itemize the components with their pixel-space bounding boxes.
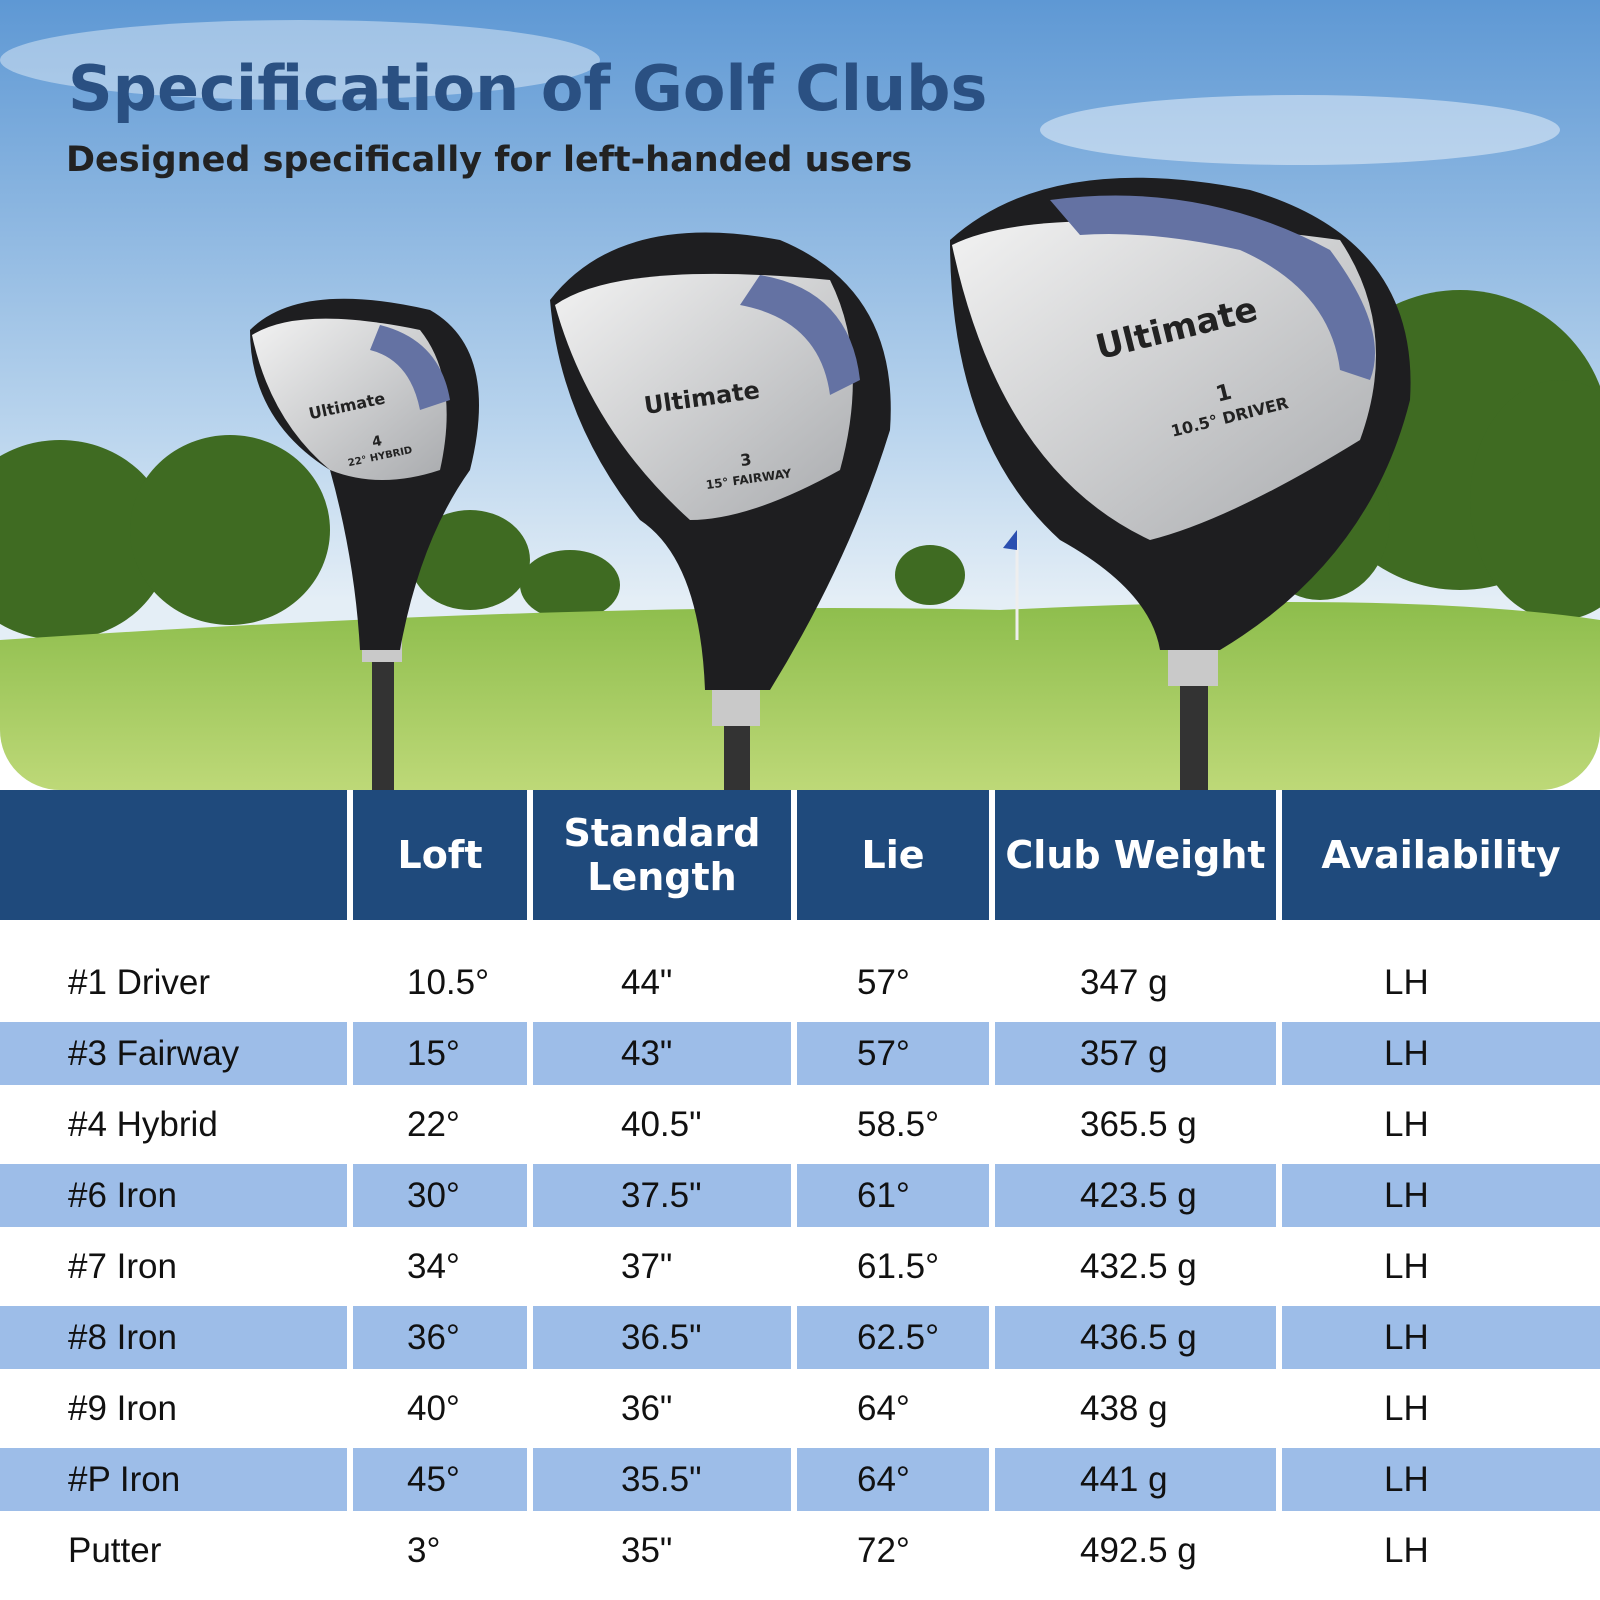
table-cell: 44" <box>621 962 673 1002</box>
table-cell: 61° <box>797 1164 989 1227</box>
table-row: Putter 3° 35" 72° 492.5 g LH <box>0 1515 1600 1586</box>
table-header: Loft Standard Length Lie Club Weight Availab… <box>0 790 1600 920</box>
subtitle: Designed specifically for left-handed us… <box>66 140 913 180</box>
table-cell: LH <box>1282 1306 1600 1369</box>
header-cell: Loft <box>353 790 527 920</box>
table-row: #8 Iron 36° 36.5" 62.5° 436.5 g LH <box>0 1302 1600 1373</box>
table-cell: 34° <box>407 1246 460 1286</box>
table-cell: #3 Fairway <box>0 1022 347 1085</box>
table-cell: 3° <box>407 1530 441 1570</box>
table-cell: 441 g <box>995 1448 1276 1511</box>
table-cell: 15° <box>353 1022 527 1085</box>
table-row: #4 Hybrid 22° 40.5" 58.5° 365.5 g LH <box>0 1089 1600 1160</box>
table-cell: 423.5 g <box>995 1164 1276 1227</box>
club-number: 4 <box>371 433 384 451</box>
table-cell: LH <box>1384 962 1429 1002</box>
table-cell: 438 g <box>1080 1388 1168 1428</box>
header-cell: Standard Length <box>533 790 791 920</box>
table-cell: 436.5 g <box>995 1306 1276 1369</box>
table-cell: 37" <box>621 1246 673 1286</box>
club-number: 3 <box>739 450 753 470</box>
table-cell: #8 Iron <box>0 1306 347 1369</box>
header-cell: Club Weight <box>995 790 1276 920</box>
hero-image: Ultimate 4 22° HYBRID Ultimate 3 15° FAI… <box>0 0 1600 800</box>
table-cell: #6 Iron <box>0 1164 347 1227</box>
table-cell: #4 Hybrid <box>68 1104 218 1144</box>
table-cell: 30° <box>353 1164 527 1227</box>
table-cell: Putter <box>68 1530 162 1570</box>
table-cell: LH <box>1384 1246 1429 1286</box>
table-row: #9 Iron 40° 36" 64° 438 g LH <box>0 1373 1600 1444</box>
table-cell: 64° <box>857 1388 910 1428</box>
table-cell: 43" <box>533 1022 791 1085</box>
table-cell: 36.5" <box>533 1306 791 1369</box>
table-cell: LH <box>1282 1022 1600 1085</box>
table-cell: 10.5° <box>407 962 490 1002</box>
table-cell: LH <box>1282 1164 1600 1227</box>
table-cell: #P Iron <box>0 1448 347 1511</box>
table-row: #7 Iron 34° 37" 61.5° 432.5 g LH <box>0 1231 1600 1302</box>
table-cell: 432.5 g <box>1080 1246 1197 1286</box>
table-cell: LH <box>1384 1530 1429 1570</box>
table-cell: 57° <box>857 962 910 1002</box>
table-cell: 35.5" <box>533 1448 791 1511</box>
table-cell: 492.5 g <box>1080 1530 1197 1570</box>
table-row: #1 Driver 10.5° 44" 57° 347 g LH <box>0 947 1600 1018</box>
table-cell: 64° <box>797 1448 989 1511</box>
table-row: #3 Fairway 15° 43" 57° 357 g LH <box>0 1018 1600 1089</box>
table-cell: 72° <box>857 1530 910 1570</box>
table-cell: 347 g <box>1080 962 1168 1002</box>
header-cell: Availability <box>1282 790 1600 920</box>
table-row: #P Iron 45° 35.5" 64° 441 g LH <box>0 1444 1600 1515</box>
table-cell: 40° <box>407 1388 460 1428</box>
table-cell: 61.5° <box>857 1246 940 1286</box>
table-cell: #7 Iron <box>68 1246 177 1286</box>
table-cell: 36° <box>353 1306 527 1369</box>
table-body: #1 Driver 10.5° 44" 57° 347 g LH #3 Fairway 15°… <box>0 947 1600 1586</box>
table-cell: 57° <box>797 1022 989 1085</box>
table-cell: 36" <box>621 1388 673 1428</box>
table-cell: 58.5° <box>857 1104 940 1144</box>
table-cell: 62.5° <box>797 1306 989 1369</box>
table-cell: 357 g <box>995 1022 1276 1085</box>
table-cell: 40.5" <box>621 1104 702 1144</box>
table-cell: 37.5" <box>533 1164 791 1227</box>
table-cell: LH <box>1384 1388 1429 1428</box>
table-cell: 22° <box>407 1104 460 1144</box>
table-cell: LH <box>1384 1104 1429 1144</box>
table-cell: #9 Iron <box>68 1388 177 1428</box>
club-number: 1 <box>1213 380 1234 408</box>
table-cell: 35" <box>621 1530 673 1570</box>
header-cell <box>0 790 347 920</box>
table-cell: 45° <box>353 1448 527 1511</box>
header-cell: Lie <box>797 790 989 920</box>
table-cell: LH <box>1282 1448 1600 1511</box>
table-cell: #1 Driver <box>68 962 210 1002</box>
table-cell: 365.5 g <box>1080 1104 1197 1144</box>
title: Specification of Golf Clubs <box>68 52 988 125</box>
table-row: #6 Iron 30° 37.5" 61° 423.5 g LH <box>0 1160 1600 1231</box>
